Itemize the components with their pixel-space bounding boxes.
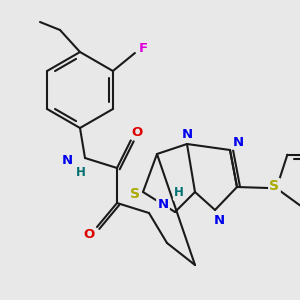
Text: H: H xyxy=(174,187,184,200)
Text: N: N xyxy=(61,154,73,166)
Text: N: N xyxy=(213,214,225,226)
Text: S: S xyxy=(130,187,140,201)
Text: O: O xyxy=(83,229,94,242)
Text: S: S xyxy=(269,179,280,193)
Text: N: N xyxy=(232,136,244,148)
Text: N: N xyxy=(182,128,193,140)
Text: H: H xyxy=(76,166,86,178)
Text: O: O xyxy=(131,125,142,139)
Text: F: F xyxy=(138,41,148,55)
Text: N: N xyxy=(158,199,169,212)
